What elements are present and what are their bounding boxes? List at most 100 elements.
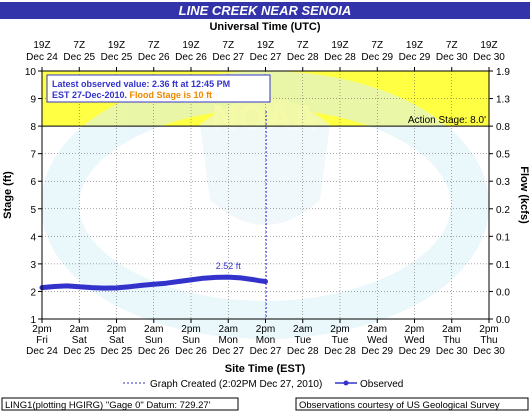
x-tick-label: Dec 29 [399,346,431,357]
y2-tick-label: 0.8 [496,122,510,133]
x-tick-label: Sun [145,335,163,346]
x-tick-label: 2am [293,324,312,335]
latest-observation-text: Latest observed value: 2.36 ft at 12:45 … [52,79,230,89]
x-tick-label: Dec 27 [250,346,282,357]
x-tick-label: Dec 25 [101,346,133,357]
top-tick-label: 19Z [108,40,125,51]
observed-point [226,275,230,279]
y2-tick-label: 0.1 [496,232,510,243]
observed-point [102,286,106,290]
legend-observed: Observed [360,379,403,390]
top-tick-label: 7Z [73,40,85,51]
y-tick-label: 6 [30,177,36,188]
latest-observation-box [46,74,271,103]
top-tick-label: Dec 28 [287,52,319,63]
top-tick-label: Dec 28 [324,52,356,63]
top-tick-label: Dec 27 [212,52,244,63]
action-stage-label: Action Stage: 8.0' [408,115,486,126]
y-tick-label: 7 [30,150,36,161]
observed-point [257,279,261,283]
top-tick-label: Dec 26 [175,52,207,63]
bottom-axis-title: Site Time (EST) [225,363,306,375]
x-tick-label: Dec 25 [63,346,95,357]
x-tick-label: Dec 26 [138,346,170,357]
observed-point [152,282,156,286]
x-tick-label: 2pm [330,324,349,335]
x-tick-label: Wed [404,335,424,346]
x-tick-label: 2pm [32,324,51,335]
top-tick-label: Dec 29 [399,52,431,63]
x-tick-label: 2pm [479,324,498,335]
x-tick-label: Dec 28 [324,346,356,357]
top-tick-label: Dec 25 [63,52,95,63]
latest-observation-date: EST 27-Dec-2010. Flood Stage is 10 ft [52,90,212,100]
x-tick-label: Fri [36,335,48,346]
top-tick-label: 7Z [446,40,458,51]
top-tick-label: Dec 30 [473,52,505,63]
x-tick-label: Sat [109,335,124,346]
x-tick-label: Dec 28 [287,346,319,357]
x-tick-label: Thu [480,335,497,346]
top-tick-label: Dec 25 [101,52,133,63]
top-tick-label: Dec 26 [138,52,170,63]
top-tick-label: Dec 24 [26,52,58,63]
y-tick-label: 4 [30,232,36,243]
observed-point [77,285,81,289]
y-tick-label: 8 [30,122,36,133]
observed-point [251,278,255,282]
top-tick-label: 19Z [406,40,423,51]
x-tick-label: Dec 26 [175,346,207,357]
y-tick-label: 2 [30,287,36,298]
observed-series [39,274,268,291]
x-tick-label: Dec 30 [473,346,505,357]
y2-tick-label: 0.5 [496,150,510,161]
chart-title: LINE CREEK NEAR SENOIA [179,3,352,18]
footer-courtesy: Observations courtesy of US Geological S… [299,400,500,411]
y2-tick-label: 0.2 [496,205,510,216]
flood-stage-text: Flood Stage is 10 ft [130,90,213,100]
x-tick-label: Mon [219,335,238,346]
observed-point [239,276,243,280]
watermark-text: NOAA [212,97,318,138]
observed-point [115,286,118,290]
y-tick-label: 5 [30,205,36,216]
y2-axis-label: Flow (kcfs) [518,166,530,224]
y-tick-label: 10 [25,67,37,78]
y2-tick-label: 1.9 [496,67,510,78]
y2-tick-label: 1.3 [496,95,510,106]
y-axis-label: Stage (ft) [2,171,14,219]
observed-point [52,284,56,288]
x-tick-label: Mon [256,335,275,346]
x-tick-label: Dec 29 [361,346,393,357]
top-tick-label: Dec 27 [250,52,282,63]
x-tick-label: 2pm [181,324,200,335]
top-tick-label: 7Z [222,40,234,51]
top-tick-label: 7Z [148,40,160,51]
observed-point [214,275,218,279]
x-tick-label: Tue [332,335,349,346]
x-tick-label: Tue [294,335,311,346]
observed-point [264,280,267,284]
plot-area: NOAA Action Stage: 8.0' 2.52 ft Latest obse… [25,40,510,357]
x-tick-label: 2pm [256,324,275,335]
x-tick-label: 2am [219,324,238,335]
x-tick-label: 2pm [405,324,424,335]
peak-value-label: 2.52 ft [216,261,242,271]
top-tick-label: 19Z [331,40,348,51]
x-tick-label: Wed [367,335,387,346]
observed-point [90,286,94,290]
top-axis-title: Universal Time (UTC) [209,21,320,33]
x-tick-label: Sun [182,335,200,346]
top-tick-label: Dec 30 [436,52,468,63]
observed-point [65,284,69,288]
x-tick-label: Dec 24 [26,346,58,357]
observed-point [139,283,143,287]
observed-point [177,280,181,284]
x-tick-label: 2pm [107,324,126,335]
observed-point [189,278,193,282]
y-tick-label: 3 [30,260,36,271]
top-tick-label: 19Z [480,40,497,51]
x-tick-label: Thu [443,335,460,346]
top-tick-label: 19Z [182,40,199,51]
